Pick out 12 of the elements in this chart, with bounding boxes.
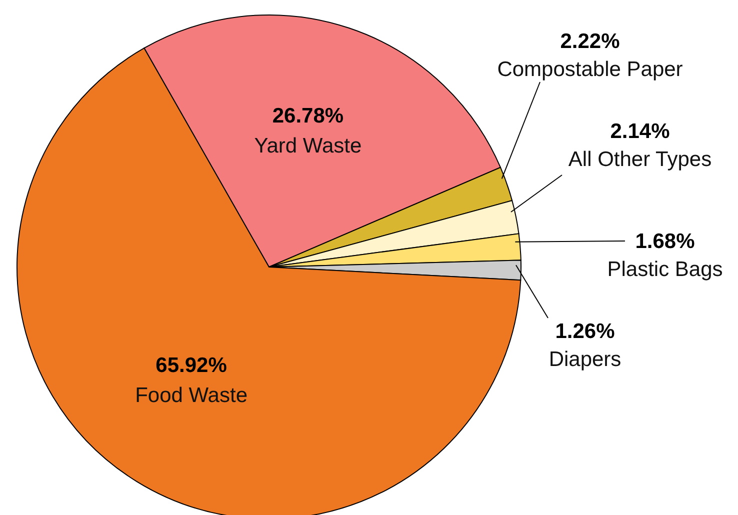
slice-label: Plastic Bags bbox=[607, 258, 723, 281]
data-label: 2.14% bbox=[610, 120, 670, 143]
slice-label: Food Waste bbox=[135, 384, 248, 407]
slice-label: Diapers bbox=[548, 348, 622, 371]
data-label: 1.68% bbox=[635, 230, 696, 253]
slice-label: Yard Waste bbox=[254, 134, 362, 158]
slice-label: Compostable Paper bbox=[497, 58, 683, 81]
data-label: 65.92% bbox=[156, 354, 228, 377]
data-label: 26.78% bbox=[272, 104, 344, 128]
data-label: 1.26% bbox=[555, 320, 616, 343]
slice-label: All Other Types bbox=[568, 148, 712, 171]
data-label: 2.22% bbox=[560, 30, 620, 53]
